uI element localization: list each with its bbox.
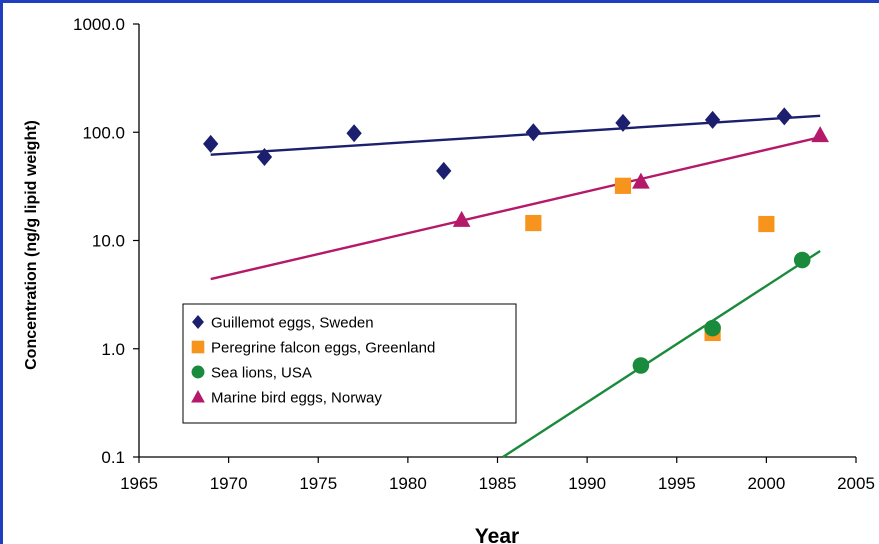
legend-marker-diamond bbox=[192, 315, 204, 329]
x-tick-label: 1985 bbox=[479, 474, 517, 493]
data-point-square bbox=[614, 177, 632, 194]
data-point-diamond bbox=[704, 110, 721, 129]
x-tick-label: 2005 bbox=[837, 474, 875, 493]
data-point-triangle bbox=[452, 210, 471, 227]
y-tick-label: 10.0 bbox=[92, 232, 125, 251]
y-axis-label: Concentration (ng/g lipid weight) bbox=[23, 120, 40, 370]
x-tick-label: 2000 bbox=[747, 474, 785, 493]
y-tick-label: 1000.0 bbox=[73, 15, 125, 34]
legend-label: Sea lions, USA bbox=[211, 365, 312, 382]
data-point-triangle bbox=[632, 172, 650, 189]
data-point-circle bbox=[704, 319, 721, 337]
legend-item: Marine bird eggs, Norway bbox=[191, 390, 382, 407]
y-tick-label: 100.0 bbox=[82, 123, 125, 142]
x-ticks: 1965 1970 1975 1980 1985 1990 1995 2000 2005 bbox=[120, 457, 875, 493]
data-point-circle bbox=[793, 251, 811, 269]
legend-label: Guillemot eggs, Sweden bbox=[211, 315, 374, 332]
trendlines bbox=[210, 114, 821, 459]
legend-box bbox=[182, 303, 517, 424]
trendline bbox=[210, 136, 821, 281]
x-tick-label: 1990 bbox=[568, 474, 606, 493]
y-ticks: 0.1 1.0 10.0 100.0 1000.0 bbox=[73, 15, 139, 467]
x-tick-label: 1995 bbox=[658, 474, 696, 493]
data-point-diamond bbox=[436, 161, 452, 180]
legend-marker-square bbox=[191, 340, 205, 354]
legend-item: Peregrine falcon eggs, Greenland bbox=[191, 340, 435, 357]
data-point-diamond bbox=[525, 123, 541, 142]
data-point-triangle bbox=[811, 126, 829, 143]
data-point-square bbox=[525, 214, 542, 232]
legend: Guillemot eggs, Sweden Peregrine falcon e… bbox=[182, 303, 517, 424]
data-point-diamond bbox=[256, 148, 273, 167]
legend-marker-triangle bbox=[191, 390, 205, 403]
data-point-diamond bbox=[776, 107, 792, 126]
legend-label: Peregrine falcon eggs, Greenland bbox=[211, 340, 435, 357]
data-point-diamond bbox=[203, 134, 219, 153]
legend-item: Sea lions, USA bbox=[191, 365, 312, 382]
x-tick-label: 1980 bbox=[389, 474, 427, 493]
data-point-diamond bbox=[346, 124, 362, 143]
data-points bbox=[203, 107, 829, 374]
y-tick-label: 1.0 bbox=[101, 340, 125, 359]
legend-items: Guillemot eggs, Sweden Peregrine falcon e… bbox=[191, 315, 435, 407]
data-point-circle bbox=[632, 357, 650, 374]
data-point-square bbox=[758, 215, 775, 233]
legend-item: Guillemot eggs, Sweden bbox=[192, 315, 374, 332]
data-point-diamond bbox=[615, 113, 631, 132]
trendline bbox=[210, 114, 821, 156]
trendline bbox=[502, 249, 821, 459]
x-tick-label: 1965 bbox=[120, 474, 158, 493]
legend-marker-circle bbox=[191, 365, 205, 379]
y-tick-label: 0.1 bbox=[101, 448, 125, 467]
x-axis-label: Year bbox=[475, 525, 519, 544]
x-tick-label: 1970 bbox=[210, 474, 248, 493]
x-tick-label: 1975 bbox=[299, 474, 337, 493]
legend-label: Marine bird eggs, Norway bbox=[211, 390, 382, 407]
